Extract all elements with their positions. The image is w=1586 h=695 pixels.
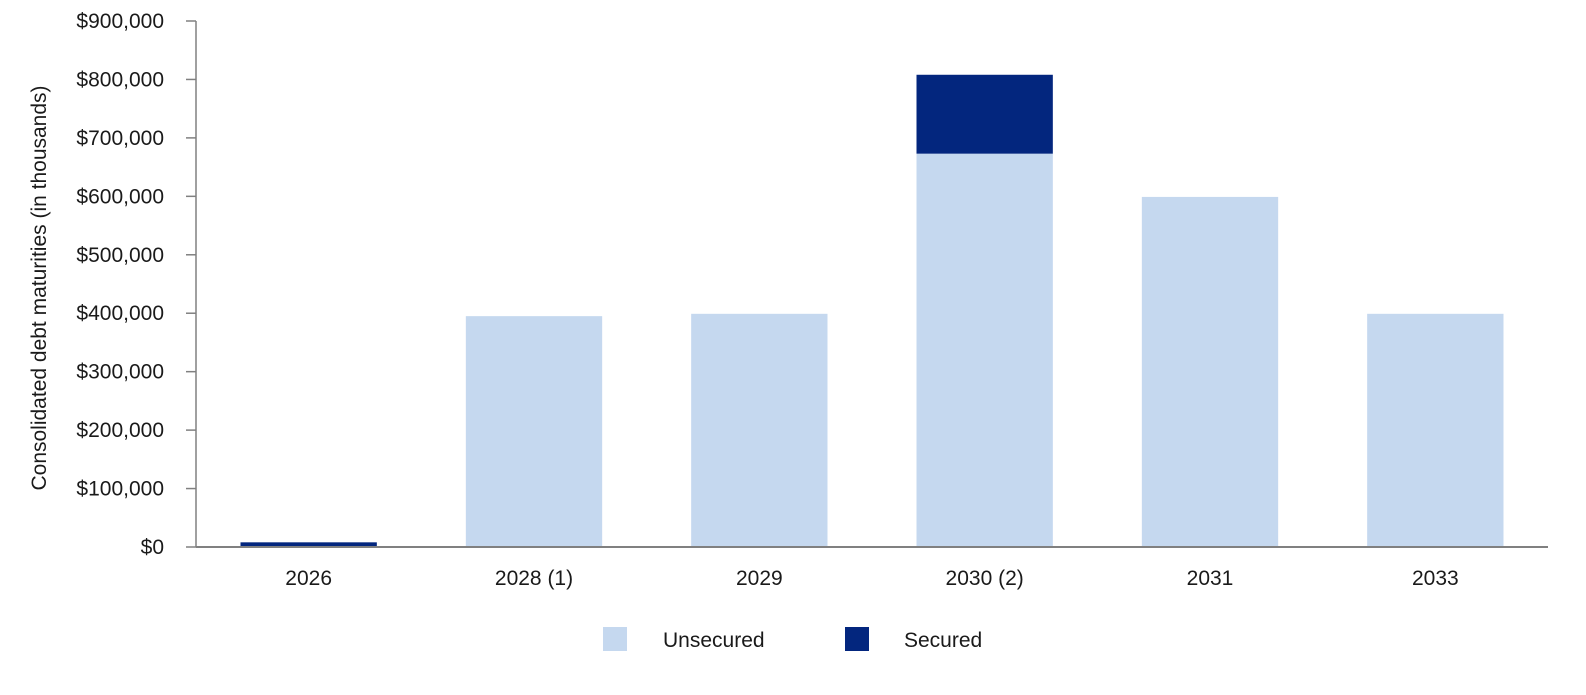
x-tick-label: 2031 (1187, 567, 1234, 590)
y-tick-label: $400,000 (76, 302, 164, 325)
y-tick-label: $700,000 (76, 127, 164, 150)
y-tick-label: $200,000 (76, 419, 164, 442)
x-tick-label: 2026 (285, 567, 332, 590)
y-axis: $0 $100,000 $200,000 $300,000 $400,000 $500,0… (76, 10, 196, 559)
y-tick-label: $600,000 (76, 185, 164, 208)
bar-unsecured-2 (691, 313, 828, 547)
x-tick-label: 2029 (736, 567, 783, 590)
y-tick-label: $800,000 (76, 68, 164, 91)
legend-swatch-unsecured (603, 627, 627, 651)
legend: Unsecured Secured (603, 627, 982, 652)
x-tick-label: 2028 (1) (495, 567, 573, 590)
y-tick-label: $500,000 (76, 244, 164, 267)
bar-secured-3 (916, 74, 1053, 154)
legend-label-secured: Secured (904, 629, 982, 652)
bar-unsecured-4 (1141, 196, 1279, 547)
legend-swatch-secured (845, 627, 869, 651)
y-tick-label: $0 (141, 536, 164, 559)
bar-unsecured-3 (916, 153, 1053, 547)
bar-secured-0 (240, 542, 377, 547)
y-tick-label: $100,000 (76, 478, 164, 501)
y-tick-label: $900,000 (76, 10, 164, 33)
bar-unsecured-5 (1367, 313, 1504, 547)
x-tick-label: 2033 (1412, 567, 1459, 590)
bar-unsecured-1 (465, 316, 603, 547)
y-tick-label: $300,000 (76, 361, 164, 384)
x-axis: 2026 2028 (1) 2029 2030 (2) 2031 2033 (285, 567, 1458, 590)
bars (240, 74, 1504, 547)
legend-label-unsecured: Unsecured (663, 629, 765, 652)
x-tick-label: 2030 (2) (946, 567, 1024, 590)
y-axis-label: Consolidated debt maturities (in thousan… (28, 85, 51, 490)
